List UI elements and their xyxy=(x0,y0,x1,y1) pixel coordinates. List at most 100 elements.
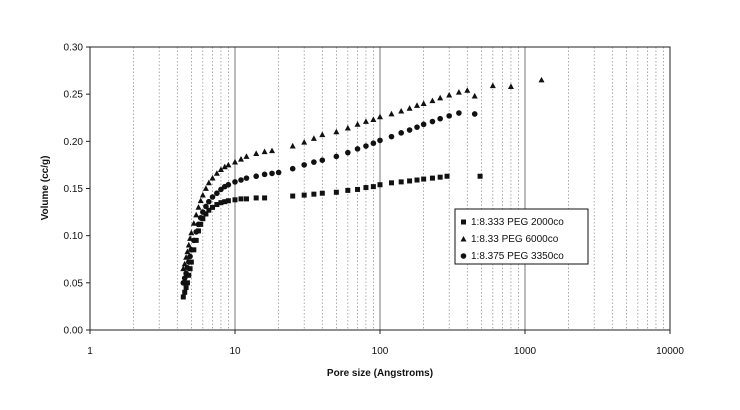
data-point-series-3 xyxy=(188,247,195,253)
y-tick-label: 0.30 xyxy=(64,43,84,54)
data-point-series-2 xyxy=(319,131,326,138)
data-point-series-2 xyxy=(437,94,444,101)
x-tick-label: 1 xyxy=(87,346,93,357)
data-point-series-3 xyxy=(345,149,351,156)
data-point-series-1 xyxy=(429,175,435,181)
data-point-series-2 xyxy=(414,102,421,108)
data-point-series-3 xyxy=(363,143,369,149)
data-point-series-1 xyxy=(210,204,216,210)
data-point-series-2 xyxy=(538,76,545,83)
data-point-series-2 xyxy=(471,92,478,99)
data-point-series-2 xyxy=(446,91,453,98)
data-point-series-3 xyxy=(261,171,268,178)
data-point-series-2 xyxy=(199,191,206,198)
data-point-series-1 xyxy=(183,285,189,291)
data-point-series-2 xyxy=(205,179,212,186)
data-point-series-3 xyxy=(398,130,404,136)
chart-grid xyxy=(133,47,664,330)
data-point-series-2 xyxy=(362,118,369,124)
legend-marker-circle xyxy=(460,253,467,259)
data-point-series-3 xyxy=(289,165,296,172)
x-axis-title: Pore size (Angstroms) xyxy=(327,368,433,379)
data-point-series-1 xyxy=(388,180,394,186)
data-point-series-3 xyxy=(414,124,420,130)
data-point-series-3 xyxy=(354,146,361,152)
x-tick-label: 100 xyxy=(372,346,389,357)
data-point-series-3 xyxy=(187,253,193,260)
data-point-series-1 xyxy=(333,189,339,195)
data-point-series-1 xyxy=(290,193,296,199)
y-tick-label: 0.00 xyxy=(64,326,84,337)
data-point-series-2 xyxy=(301,139,308,145)
data-point-series-1 xyxy=(370,184,376,190)
data-point-series-2 xyxy=(193,211,200,218)
data-point-series-3 xyxy=(225,181,232,188)
data-point-series-1 xyxy=(206,207,212,213)
y-tick-label: 0.25 xyxy=(64,90,84,101)
data-point-series-3 xyxy=(180,280,187,286)
data-point-series-3 xyxy=(181,275,188,281)
data-point-series-2 xyxy=(188,229,195,236)
data-point-series-1 xyxy=(182,289,188,295)
data-point-series-3 xyxy=(218,186,224,193)
y-tick-label: 0.05 xyxy=(64,278,84,289)
legend-box xyxy=(454,208,589,265)
legend-label-series-1: 1:8.333 PEG 2000co xyxy=(471,217,564,228)
data-point-series-1 xyxy=(180,294,186,300)
data-point-series-2 xyxy=(221,163,228,170)
data-point-series-2 xyxy=(180,265,187,272)
legend-label-series-2: 1:8.33 PEG 6000co xyxy=(471,234,559,245)
data-point-series-2 xyxy=(185,241,192,248)
data-point-series-3 xyxy=(301,162,307,168)
x-axis: 1 10 100 1000 10000 xyxy=(87,330,684,357)
data-point-series-3 xyxy=(195,221,202,228)
data-point-series-3 xyxy=(471,111,478,117)
data-point-series-3 xyxy=(446,113,452,119)
data-point-series-1 xyxy=(414,177,420,183)
data-point-series-3 xyxy=(183,270,189,277)
data-point-series-3 xyxy=(319,157,326,163)
data-point-series-3 xyxy=(429,118,436,125)
data-point-series-1 xyxy=(203,211,209,217)
data-point-series-2 xyxy=(420,100,427,106)
data-point-series-3 xyxy=(197,214,204,221)
data-point-series-3 xyxy=(437,115,443,122)
data-points xyxy=(180,76,545,300)
data-point-series-2 xyxy=(377,113,383,120)
data-point-series-3 xyxy=(232,179,238,185)
data-point-series-1 xyxy=(253,195,259,201)
data-point-series-2 xyxy=(507,83,514,90)
data-point-series-1 xyxy=(421,176,427,182)
legend-marker-triangle xyxy=(460,236,467,242)
data-point-series-2 xyxy=(388,110,395,117)
data-point-series-3 xyxy=(406,127,413,133)
data-point-series-2 xyxy=(225,161,232,168)
data-point-series-3 xyxy=(388,133,395,140)
data-point-series-2 xyxy=(398,107,405,114)
data-point-series-2 xyxy=(261,148,268,155)
y-axis-title: Volume (cc/g) xyxy=(40,156,51,221)
data-point-series-2 xyxy=(333,128,340,135)
data-point-series-2 xyxy=(354,121,361,127)
data-point-series-1 xyxy=(477,173,483,179)
data-point-series-2 xyxy=(406,105,413,111)
data-point-series-2 xyxy=(464,87,471,93)
data-point-series-2 xyxy=(269,147,276,154)
data-point-series-1 xyxy=(262,195,268,201)
data-point-series-1 xyxy=(345,187,351,193)
data-point-series-3 xyxy=(243,175,250,181)
data-point-series-3 xyxy=(193,229,199,235)
data-point-series-2 xyxy=(195,204,202,210)
data-point-series-1 xyxy=(398,179,404,185)
data-point-series-1 xyxy=(437,174,443,180)
data-point-series-1 xyxy=(222,199,228,205)
data-point-series-2 xyxy=(370,116,377,123)
data-point-series-2 xyxy=(455,89,462,95)
data-point-series-2 xyxy=(184,248,191,255)
data-point-series-3 xyxy=(214,190,220,197)
y-tick-label: 0.20 xyxy=(64,137,84,148)
data-point-series-1 xyxy=(355,186,361,192)
data-point-series-2 xyxy=(190,220,197,226)
data-point-series-2 xyxy=(213,170,220,176)
data-point-series-2 xyxy=(209,174,216,181)
